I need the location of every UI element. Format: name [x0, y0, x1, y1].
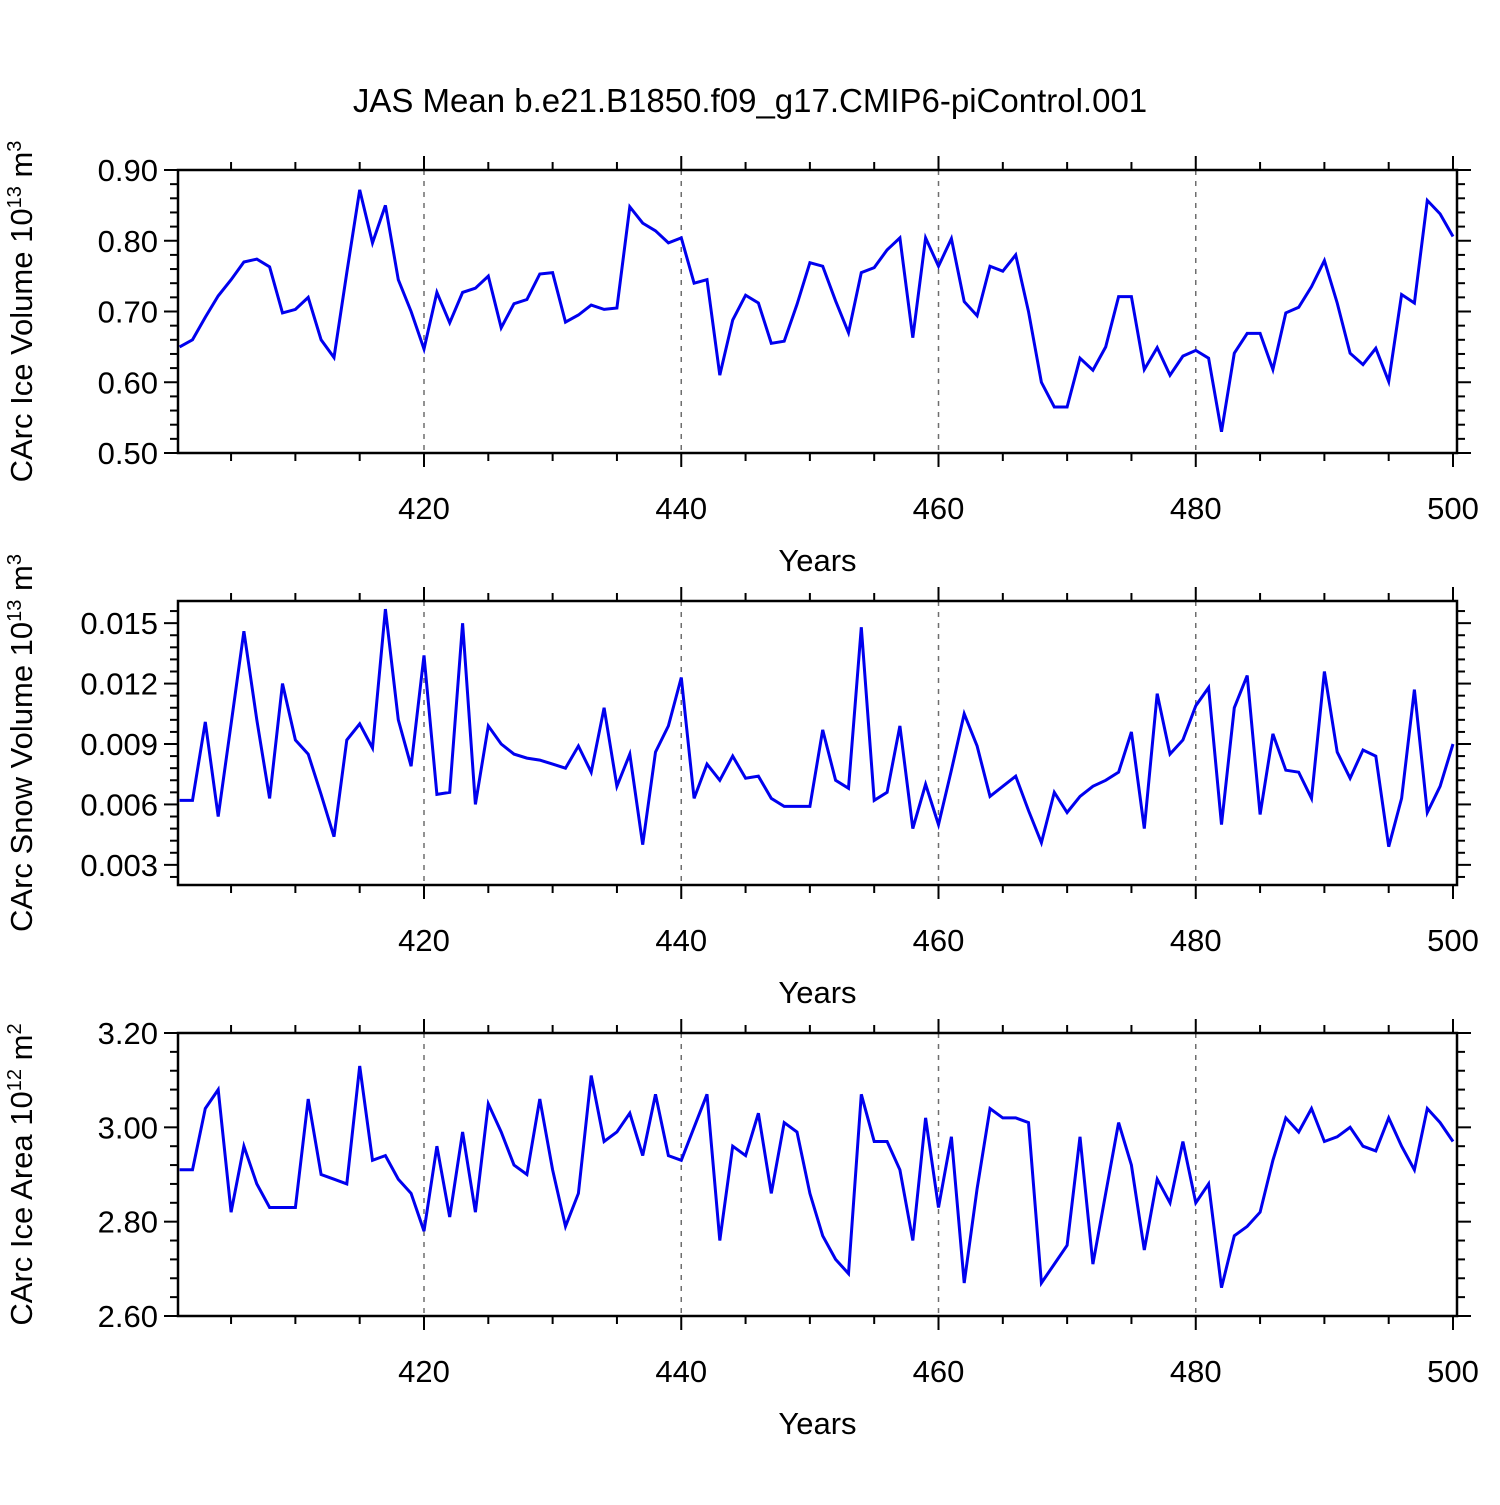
panels: 420 440 460 480 500 0.50 0.60 0.70 0.80 0.90 Years…	[4, 141, 1479, 1441]
page-title: JAS Mean b.e21.B1850.f09_g17.CMIP6-piCon…	[353, 82, 1147, 119]
y-tick-label: 3.20	[98, 1016, 158, 1051]
x-tick-label: 500	[1427, 923, 1479, 958]
y-tick-label: 0.80	[98, 224, 158, 259]
panel-snow-volume: 420 440 460 480 500 0.003 0.006 0.009 0.012 0.015…	[4, 554, 1479, 1010]
y-tick-label: 3.00	[98, 1110, 158, 1145]
x-tick-label: 480	[1170, 491, 1222, 526]
x-tick-label: 420	[398, 1354, 450, 1389]
x-tick-label: 500	[1427, 1354, 1479, 1389]
x-tick-label: 460	[913, 491, 965, 526]
x-axis-title: Years	[778, 543, 856, 578]
x-tick-label: 460	[913, 1354, 965, 1389]
y-tick-label: 0.009	[80, 727, 158, 762]
series-line-ice-volume	[178, 189, 1455, 433]
y-axis-title: CArc Snow Volume 1013 m3	[4, 554, 39, 932]
x-tick-label: 500	[1427, 491, 1479, 526]
y-tick-label: 0.70	[98, 295, 158, 330]
y-tick-label: 0.90	[98, 153, 158, 188]
x-tick-label: 440	[655, 923, 707, 958]
series-line-snow-volume	[179, 608, 1455, 848]
y-axis-title: CArc Ice Area 1012 m2	[4, 1023, 39, 1325]
plot-frame	[176, 1031, 1459, 1318]
x-tick-label: 440	[655, 491, 707, 526]
x-tick-label: 440	[655, 1354, 707, 1389]
series-line-ice-area	[179, 1065, 1455, 1289]
x-tick-label: 480	[1170, 923, 1222, 958]
y-tick-label: 0.003	[80, 848, 158, 883]
x-axis-title: Years	[778, 975, 856, 1010]
y-tick-label: 0.006	[80, 787, 158, 822]
x-tick-label: 460	[913, 923, 965, 958]
plot-frame	[176, 168, 1459, 455]
y-tick-label: 2.80	[98, 1205, 158, 1240]
y-tick-label: 0.50	[98, 436, 158, 471]
panel-ice-area: 420 440 460 480 500 2.60 2.80 3.00 3.20 Years CArc…	[4, 1016, 1479, 1441]
y-tick-label: 0.015	[80, 606, 158, 641]
y-axis-title: CArc Ice Volume 1013 m3	[4, 141, 39, 483]
panel-ice-volume: 420 440 460 480 500 0.50 0.60 0.70 0.80 0.90 Years…	[4, 141, 1479, 578]
y-tick-label: 2.60	[98, 1299, 158, 1334]
y-tick-label: 0.60	[98, 365, 158, 400]
x-tick-label: 420	[398, 923, 450, 958]
x-tick-label: 420	[398, 491, 450, 526]
x-axis-title: Years	[778, 1406, 856, 1441]
x-tick-label: 480	[1170, 1354, 1222, 1389]
y-tick-label: 0.012	[80, 667, 158, 702]
plot-frame	[176, 599, 1459, 887]
